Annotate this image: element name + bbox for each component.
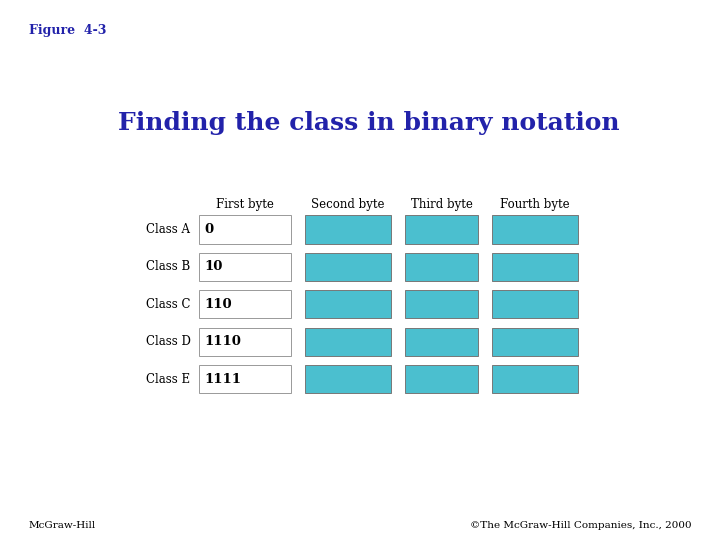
Text: First byte: First byte <box>216 198 274 211</box>
Text: ©The McGraw-Hill Companies, Inc., 2000: ©The McGraw-Hill Companies, Inc., 2000 <box>469 521 691 530</box>
Bar <box>199 365 291 393</box>
Bar <box>199 253 291 281</box>
Text: Second byte: Second byte <box>311 198 384 211</box>
Bar <box>305 253 392 281</box>
Text: 1111: 1111 <box>204 373 241 386</box>
Text: Third byte: Third byte <box>410 198 472 211</box>
Bar <box>405 290 478 319</box>
Bar <box>305 365 392 393</box>
Text: 110: 110 <box>204 298 232 311</box>
Bar <box>199 328 291 356</box>
Bar <box>492 365 578 393</box>
Bar <box>492 328 578 356</box>
Text: 0: 0 <box>204 223 214 236</box>
Text: Finding the class in binary notation: Finding the class in binary notation <box>118 111 620 135</box>
Text: Fourth byte: Fourth byte <box>500 198 570 211</box>
Text: Class A: Class A <box>146 223 190 236</box>
Text: Class B: Class B <box>146 260 190 273</box>
Text: Figure  4-3: Figure 4-3 <box>29 24 106 37</box>
Text: 10: 10 <box>204 260 222 273</box>
Bar <box>492 253 578 281</box>
Bar <box>199 215 291 244</box>
Text: Class C: Class C <box>146 298 190 311</box>
Text: 1110: 1110 <box>204 335 241 348</box>
Bar <box>305 215 392 244</box>
Text: Class E: Class E <box>146 373 190 386</box>
Bar <box>492 290 578 319</box>
Bar <box>405 253 478 281</box>
Bar <box>305 290 392 319</box>
Bar <box>492 215 578 244</box>
Bar <box>199 290 291 319</box>
Bar <box>405 365 478 393</box>
Bar <box>405 215 478 244</box>
Bar <box>305 328 392 356</box>
Bar <box>405 328 478 356</box>
Text: Class D: Class D <box>145 335 190 348</box>
Text: McGraw-Hill: McGraw-Hill <box>29 521 96 530</box>
